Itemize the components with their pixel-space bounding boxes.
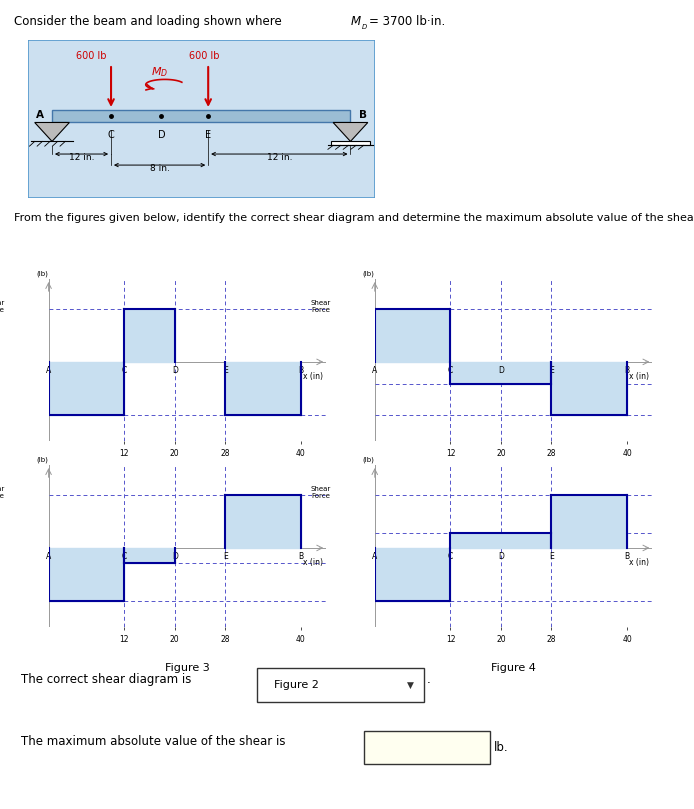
Text: Figure 3: Figure 3 <box>165 663 210 672</box>
Text: The correct shear diagram is: The correct shear diagram is <box>21 673 191 686</box>
Text: Shear
Force: Shear Force <box>0 486 4 499</box>
Text: Consider the beam and loading shown where: Consider the beam and loading shown wher… <box>14 15 285 28</box>
Text: $_D$: $_D$ <box>361 22 368 32</box>
Polygon shape <box>450 533 552 548</box>
FancyBboxPatch shape <box>364 731 490 765</box>
Text: A: A <box>46 366 51 375</box>
Text: 12 in.: 12 in. <box>266 153 292 162</box>
Polygon shape <box>226 495 301 548</box>
Polygon shape <box>226 362 301 414</box>
Text: Figure 4: Figure 4 <box>491 663 536 672</box>
Text: Shear
Force: Shear Force <box>310 300 330 313</box>
Text: 12 in.: 12 in. <box>69 153 94 162</box>
Text: B: B <box>625 366 629 375</box>
Text: Shear
Force: Shear Force <box>0 300 4 313</box>
Text: C: C <box>108 130 115 141</box>
Text: x (in): x (in) <box>303 371 323 380</box>
Text: $M$: $M$ <box>350 15 362 28</box>
Text: (lb): (lb) <box>362 270 374 277</box>
Text: .: . <box>427 673 431 686</box>
Text: Shear
Force: Shear Force <box>310 486 330 499</box>
Polygon shape <box>124 548 175 563</box>
Text: The maximum absolute value of the shear is: The maximum absolute value of the shear … <box>21 735 285 748</box>
Text: A: A <box>46 552 51 561</box>
Text: 600 lb: 600 lb <box>189 52 219 61</box>
Text: From the figures given below, identify the correct shear diagram and determine t: From the figures given below, identify t… <box>14 214 694 223</box>
Bar <box>52 110 350 122</box>
Polygon shape <box>124 309 175 362</box>
Text: C: C <box>121 552 127 561</box>
Text: A: A <box>36 109 44 120</box>
Text: E: E <box>223 366 228 375</box>
Text: 8 in.: 8 in. <box>150 163 169 172</box>
Text: $\mathit{M}_D$: $\mathit{M}_D$ <box>151 66 168 79</box>
Text: E: E <box>223 552 228 561</box>
Text: B: B <box>359 109 366 120</box>
Text: = 3700 lb·in.: = 3700 lb·in. <box>369 15 446 28</box>
Text: x (in): x (in) <box>629 557 649 566</box>
Text: B: B <box>298 366 303 375</box>
Text: ▼: ▼ <box>407 680 414 689</box>
Text: E: E <box>549 366 554 375</box>
Text: C: C <box>448 366 453 375</box>
Text: x (in): x (in) <box>629 371 649 380</box>
Text: (lb): (lb) <box>362 456 374 463</box>
Polygon shape <box>49 548 124 600</box>
Text: A: A <box>372 552 378 561</box>
Text: D: D <box>172 366 178 375</box>
Text: D: D <box>172 552 178 561</box>
Text: (lb): (lb) <box>36 456 48 463</box>
Text: E: E <box>205 130 211 141</box>
Text: (lb): (lb) <box>36 270 48 277</box>
Polygon shape <box>375 309 450 362</box>
Text: B: B <box>625 552 629 561</box>
Text: Figure 1: Figure 1 <box>165 477 210 486</box>
Text: A: A <box>372 366 378 375</box>
Text: C: C <box>121 366 127 375</box>
Bar <box>332 142 370 146</box>
Text: D: D <box>158 130 165 141</box>
Text: E: E <box>549 552 554 561</box>
Text: D: D <box>498 366 504 375</box>
Text: Figure 2: Figure 2 <box>491 477 536 486</box>
Text: B: B <box>298 552 303 561</box>
Text: D: D <box>498 552 504 561</box>
Text: 600 lb: 600 lb <box>76 52 107 61</box>
Text: lb.: lb. <box>493 741 508 754</box>
FancyBboxPatch shape <box>257 668 423 702</box>
Text: Figure 2: Figure 2 <box>273 680 319 690</box>
Polygon shape <box>552 495 627 548</box>
Polygon shape <box>552 362 627 414</box>
Polygon shape <box>49 362 124 414</box>
Text: x (in): x (in) <box>303 557 323 566</box>
Polygon shape <box>450 362 552 384</box>
Polygon shape <box>375 548 450 600</box>
Text: C: C <box>448 552 453 561</box>
Polygon shape <box>35 122 69 142</box>
Polygon shape <box>333 122 368 142</box>
